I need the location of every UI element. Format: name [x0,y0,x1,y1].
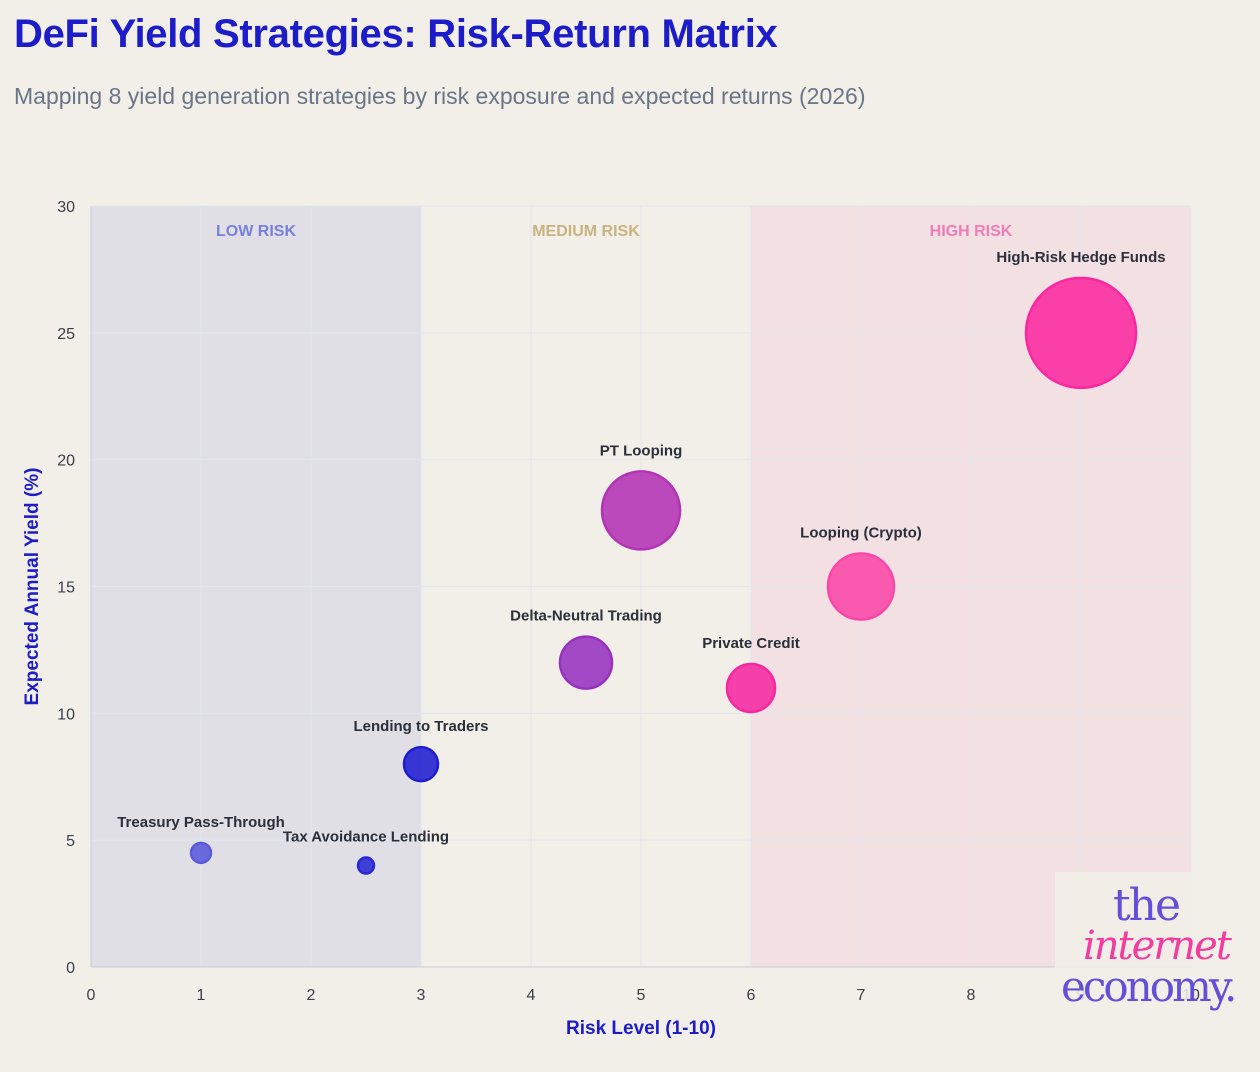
axes: 012345678910051015202530 [57,199,1200,1004]
logo-line-economy: economy. [1061,962,1237,1011]
data-points [189,276,1138,875]
y-tick-label: 10 [57,706,75,723]
x-tick-label: 0 [87,987,96,1004]
y-tick-label: 20 [57,453,75,470]
x-tick-label: 2 [307,987,316,1004]
zone-label-low-risk: LOW RISK [216,223,296,240]
y-axis-title: Expected Annual Yield (%) [22,468,43,706]
point-looping-crypto [826,552,896,621]
point-private-credit [725,662,777,714]
y-tick-label: 15 [57,580,75,597]
page-subtitle: Mapping 8 yield generation strategies by… [14,83,866,109]
point-tax-avoidance-lending [356,856,376,875]
point-label-delta-neutral-trading: Delta-Neutral Trading [510,608,662,625]
x-tick-label: 6 [747,987,756,1004]
point-delta-neutral-trading [558,635,614,690]
point-label-treasury-pass-through: Treasury Pass-Through [117,814,285,831]
logo-line-the: the [1113,880,1181,931]
point-label-private-credit: Private Credit [702,635,800,652]
brand-logo: the internet economy. [1055,872,1237,1022]
x-tick-label: 3 [417,987,426,1004]
y-tick-label: 30 [57,199,75,216]
x-tick-label: 4 [527,987,536,1004]
point-label-pt-looping: PT Looping [600,442,682,459]
point-high-risk-hedge-funds [1024,276,1138,390]
point-label-lending-to-traders: Lending to Traders [353,718,488,735]
logo-line-internet: internet [1083,923,1232,969]
point-pt-looping [600,470,682,551]
y-tick-label: 5 [66,833,75,850]
point-lending-to-traders [402,745,440,783]
y-tick-label: 25 [57,326,75,343]
grid-lines [90,205,1192,968]
zone-label-medium-risk: MEDIUM RISK [532,223,640,240]
x-tick-label: 5 [637,987,646,1004]
x-tick-label: 1 [197,987,206,1004]
y-tick-label: 0 [66,960,75,977]
point-treasury-pass-through [189,841,213,865]
point-label-looping-crypto: Looping (Crypto) [800,525,922,542]
page-title: DeFi Yield Strategies: Risk-Return Matri… [14,12,778,56]
x-axis-title: Risk Level (1-10) [566,1018,716,1039]
point-label-tax-avoidance-lending: Tax Avoidance Lending [283,829,449,846]
x-tick-label: 7 [857,987,866,1004]
x-tick-label: 8 [967,987,976,1004]
point-label-high-risk-hedge-funds: High-Risk Hedge Funds [996,249,1165,266]
